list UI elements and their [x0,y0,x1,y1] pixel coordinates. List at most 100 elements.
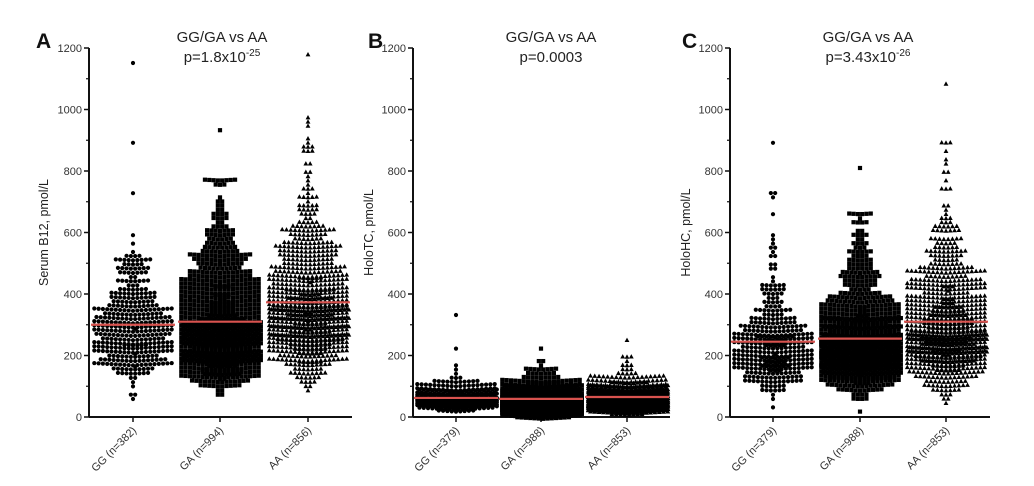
data-point [207,266,212,271]
data-point [618,375,623,380]
data-point [135,308,140,313]
data-point [241,330,246,335]
data-point [275,344,281,349]
data-point [281,256,287,261]
data-point [290,312,296,317]
data-point [126,350,131,355]
data-point [543,409,548,414]
data-point [271,335,276,340]
data-point [340,289,345,294]
data-point [796,357,801,362]
data-point [342,315,347,321]
data-point [530,380,535,385]
data-point [553,366,559,371]
data-point [425,406,431,411]
data-point [299,240,304,246]
data-point [281,268,287,274]
data-point [198,317,203,322]
data-point [220,392,225,397]
data-point [551,380,556,385]
data-point [224,340,229,345]
data-point [183,323,188,328]
data-point [248,357,253,362]
data-point [318,304,324,309]
data-point [297,342,302,347]
data-point [179,327,184,332]
data-point [299,249,304,254]
data-point [305,228,311,233]
data-point [228,355,233,360]
data-point [792,315,797,321]
data-point [217,195,223,200]
data-point [92,318,97,324]
data-point [109,349,114,354]
data-point [124,367,129,372]
data-point [209,333,214,338]
data-point [314,342,319,348]
data-point [481,406,487,411]
data-point [515,400,520,405]
data-point [96,344,101,349]
data-point [545,389,550,394]
data-point [322,329,328,334]
data-point [502,404,507,409]
data-point [305,144,311,149]
data-point [305,173,311,179]
data-point [562,392,567,397]
data-point [128,312,133,317]
data-point [340,303,345,308]
data-point [598,378,604,383]
data-point [502,399,507,405]
data-point [523,401,529,406]
data-point [337,307,343,312]
data-point [275,272,281,278]
data-point [226,292,231,297]
data-point [560,408,565,413]
data-point [187,302,192,307]
data-point [579,387,584,392]
data-point [118,286,123,292]
data-point [126,287,131,292]
data-point [224,211,229,216]
data-point [205,346,210,351]
data-point [510,400,516,405]
data-point [305,367,311,372]
data-point [560,391,565,396]
data-point [530,383,535,388]
data-point [530,411,535,417]
data-point [749,353,754,358]
data-point [135,346,140,351]
data-point [215,372,220,377]
data-point [324,316,330,322]
data-point [749,349,754,354]
data-point [573,394,578,400]
data-point [279,303,285,308]
data-point [209,300,214,306]
data-point [266,297,272,302]
data-point [500,386,505,391]
data-point [196,307,201,312]
data-point [141,312,146,317]
data-point [760,379,765,384]
data-point [747,324,752,329]
data-point [768,364,773,369]
data-point [207,383,212,388]
data-point [137,371,142,376]
data-point [749,332,754,337]
data-point [284,290,289,295]
data-point [252,315,257,320]
data-point [200,274,205,279]
data-point [237,265,242,270]
data-point [256,306,261,311]
data-point [340,272,345,277]
data-point [753,316,758,321]
data-point [120,316,125,321]
data-point [192,357,197,362]
data-point [556,400,561,405]
data-point [500,410,505,415]
data-point [239,370,244,375]
data-point [239,294,244,300]
data-point [301,282,307,288]
data-point [506,409,511,414]
data-point [624,367,630,372]
